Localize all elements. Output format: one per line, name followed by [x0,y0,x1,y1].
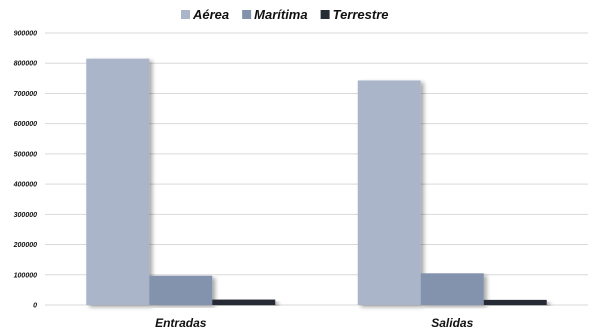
x-category-label: Entradas [155,316,207,330]
y-tick-label: 700000 [14,91,37,98]
y-tick-label: 400000 [13,182,37,189]
legend-label: Marítima [254,7,307,22]
bar-terrestre-salidas [483,299,547,305]
y-tick-label: 0 [33,303,37,310]
bar-terrestre-entradas [212,299,276,305]
bars [86,58,547,306]
y-tick-label: 100000 [14,272,37,279]
y-axis: 0 100000 200000 300000 400000 500000 600000 700… [13,31,37,310]
y-tick-label: 600000 [14,121,37,128]
legend-label: Terrestre [333,7,389,22]
y-tick-label: 900000 [14,31,37,38]
y-tick-label: 200000 [13,242,37,249]
legend-swatch [242,10,252,19]
bar-martima-salidas [420,273,484,305]
legend-label: Aérea [192,7,229,22]
x-axis: Entradas Salidas [155,316,474,330]
legend: Aérea Marítima Terrestre [181,7,389,22]
bar-martima-entradas [149,275,213,305]
y-tick-label: 500000 [14,151,37,158]
x-category-label: Salidas [431,316,473,330]
legend-swatch [320,10,330,19]
legend-swatch [181,10,190,19]
y-tick-label: 300000 [14,212,37,219]
bar-area-entradas [86,58,150,305]
y-tick-label: 800000 [14,61,37,68]
bar-area-salidas [357,80,421,306]
